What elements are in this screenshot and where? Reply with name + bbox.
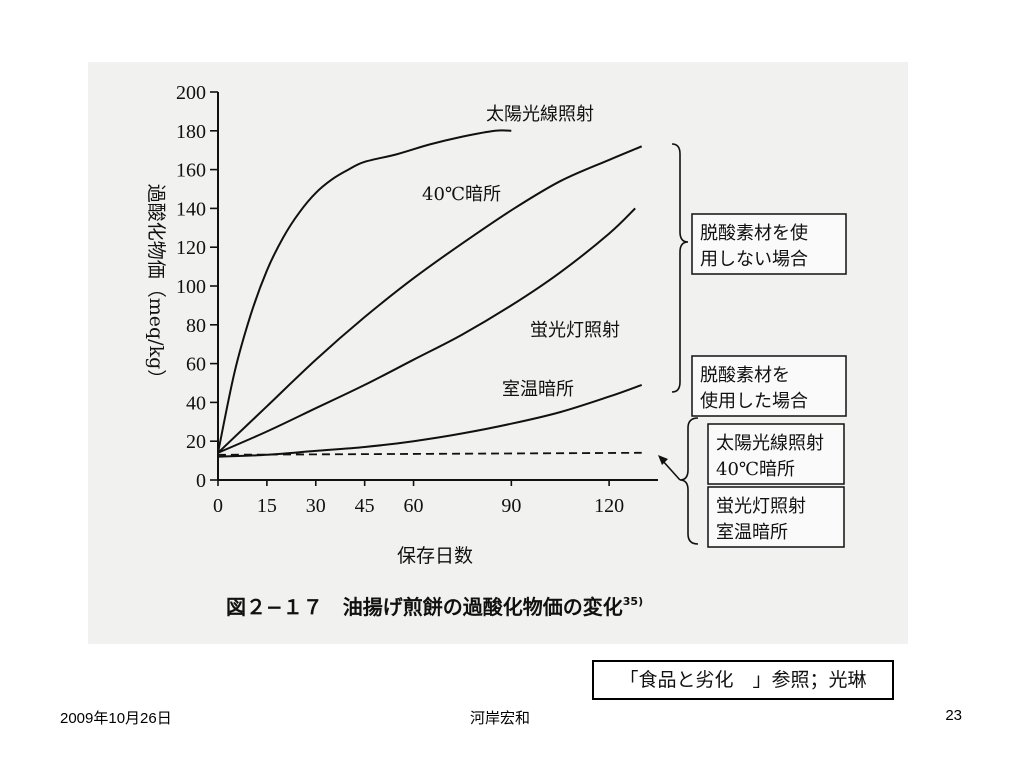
annotation-no-absorber: 脱酸素材を使 用しない場合 — [691, 213, 847, 275]
y-tick-label: 180 — [176, 121, 206, 143]
series-line-2 — [217, 207, 636, 454]
chart-title-superscript: 35) — [623, 595, 643, 608]
annotation-group2: 蛍光灯照射 室温暗所 — [707, 486, 845, 548]
series-lines — [217, 129, 643, 458]
footer-date: 2009年10月26日 — [60, 710, 172, 727]
arrow-line — [661, 459, 681, 481]
x-tick-label: 60 — [404, 495, 424, 517]
footer-author: 河岸宏和 — [470, 710, 531, 727]
x-axis-ticks: 0 15 30 45 60 90 120 — [213, 480, 624, 517]
peroxide-value-chart: 0 20 40 60 80 100 120 140 160 180 200 0 15 30 45 60 90 1… — [145, 82, 847, 619]
y-axis-ticks: 0 20 40 60 80 100 120 140 160 180 200 — [176, 82, 218, 492]
series-label-3: 室温暗所 — [502, 379, 574, 400]
arrow-head — [658, 455, 668, 465]
series-line-3 — [217, 383, 643, 458]
y-tick-label: 140 — [176, 198, 206, 220]
series-line-4 — [217, 451, 642, 456]
bracket-no-absorber — [671, 143, 689, 393]
y-tick-label: 200 — [176, 82, 206, 104]
x-tick-label: 15 — [257, 495, 277, 517]
y-tick-label: 0 — [196, 470, 206, 492]
chart-title: 図２−１７ 油揚げ煎餅の過酸化物価の変化35) — [226, 595, 643, 619]
x-tick-label: 120 — [594, 495, 624, 517]
series-line-0 — [217, 129, 512, 454]
x-tick-label: 90 — [501, 495, 521, 517]
x-tick-label: 30 — [306, 495, 326, 517]
series-line-1 — [217, 145, 643, 454]
y-tick-label: 120 — [176, 237, 206, 259]
y-tick-label: 80 — [186, 315, 206, 337]
y-tick-label: 160 — [176, 160, 206, 182]
y-tick-label: 60 — [186, 354, 206, 376]
chart-title-text: 図２−１７ 油揚げ煎餅の過酸化物価の変化 — [226, 595, 623, 619]
reference-note: 「食品と劣化 」参照；光琳 — [592, 660, 894, 700]
x-tick-label: 45 — [355, 495, 375, 517]
annotation-no-absorber-line2: 用しない場合 — [700, 249, 808, 270]
annotation-group1-line1: 太陽光線照射 — [716, 433, 824, 454]
annotation-group2-line2: 室温暗所 — [716, 522, 788, 543]
y-axis-title: 過酸化物価（meq/kg） — [145, 184, 167, 389]
bracket-with-absorber — [679, 417, 699, 545]
annotation-with-absorber: 脱酸素材を 使用した場合 — [691, 355, 847, 417]
x-tick-label: 0 — [213, 495, 223, 517]
footer-page-number: 23 — [945, 707, 962, 724]
annotation-no-absorber-line1: 脱酸素材を使 — [700, 223, 808, 244]
annotation-with-absorber-line1: 脱酸素材を — [700, 365, 790, 386]
annotation-with-absorber-line2: 使用した場合 — [700, 391, 808, 412]
annotation-group2-line1: 蛍光灯照射 — [716, 496, 806, 517]
series-label-0: 太陽光線照射 — [486, 104, 594, 125]
series-label-2: 蛍光灯照射 — [530, 320, 620, 341]
y-tick-label: 100 — [176, 276, 206, 298]
annotation-group1: 太陽光線照射 40℃暗所 — [707, 423, 845, 485]
y-tick-label: 20 — [186, 431, 206, 453]
x-axis-title: 保存日数 — [397, 545, 473, 567]
series-label-1: 40℃暗所 — [422, 184, 501, 205]
y-tick-label: 40 — [186, 392, 206, 414]
annotation-group1-line2: 40℃暗所 — [716, 459, 795, 480]
